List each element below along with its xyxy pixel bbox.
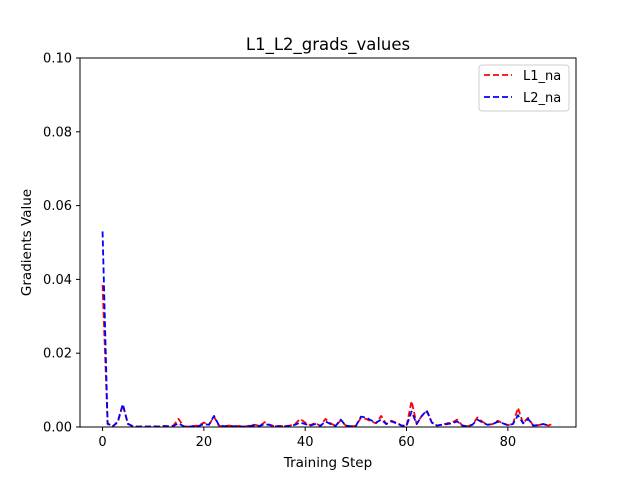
data-point-l2-na — [411, 411, 413, 413]
data-point-l2-na — [502, 422, 504, 424]
data-point-l2-na — [218, 425, 220, 427]
data-point-l2-na — [497, 421, 499, 423]
x-axis: 0 20 40 60 80 — [98, 427, 516, 450]
x-tick-label: 20 — [196, 435, 213, 450]
data-point-l2-na — [477, 419, 479, 421]
data-point-l1-na — [380, 415, 382, 417]
data-point-l1-na — [456, 419, 458, 421]
data-point-l2-na — [547, 425, 549, 427]
data-point-l2-na — [127, 423, 129, 425]
plot-frame — [79, 57, 577, 428]
y-tick-label: 0.00 — [43, 421, 72, 436]
data-point-l2-na — [370, 419, 372, 421]
data-point-l2-na — [122, 403, 124, 405]
data-point-l2-na — [365, 417, 367, 419]
y-tick-label: 0.04 — [43, 273, 72, 288]
data-point-l2-na — [314, 423, 316, 425]
data-point-l2-na — [446, 423, 448, 425]
data-point-l2-na — [482, 422, 484, 424]
legend-box — [478, 64, 570, 112]
y-tick-label: 0.06 — [43, 199, 72, 214]
data-point-l2-na — [375, 422, 377, 424]
data-point-l2-na — [492, 423, 494, 425]
chart-title: L1_L2_grads_values — [246, 35, 410, 55]
data-point-l2-na — [436, 425, 438, 427]
data-point-l2-na — [426, 409, 428, 411]
y-tick-label: 0.02 — [43, 347, 72, 362]
data-point-l2-na — [309, 425, 311, 427]
data-point-l2-na — [294, 424, 296, 426]
data-point-l2-na — [117, 421, 119, 423]
data-point-l2-na — [340, 419, 342, 421]
data-point-l2-na — [325, 421, 327, 423]
data-point-l2-na — [360, 416, 362, 418]
data-point-l2-na — [299, 422, 301, 424]
data-point-l2-na — [269, 424, 271, 426]
data-point-l2-na — [390, 421, 392, 423]
data-point-l2-na — [487, 424, 489, 426]
x-tick-label: 40 — [297, 435, 314, 450]
data-point-l1-na — [517, 407, 519, 409]
data-point-l2-na — [401, 425, 403, 427]
data-point-l1-na — [411, 400, 413, 402]
data-point-l2-na — [304, 423, 306, 425]
data-point-l2-na — [517, 414, 519, 416]
data-point-l1-na — [325, 418, 327, 420]
data-point-l2-na — [471, 424, 473, 426]
data-point-l2-na — [441, 424, 443, 426]
y-axis-label: Gradients Value — [19, 189, 35, 296]
data-point-l2-na — [431, 422, 433, 424]
legend-label-l2: L2_na — [523, 91, 561, 106]
data-point-l2-na — [456, 421, 458, 423]
data-point-l1-na — [264, 421, 266, 423]
data-point-l2-na — [254, 425, 256, 427]
data-point-l2-na — [512, 423, 514, 425]
data-point-l2-na — [178, 422, 180, 424]
data-point-l2-na — [522, 422, 524, 424]
data-point-l2-na — [461, 425, 463, 427]
data-point-l1-na — [477, 417, 479, 419]
data-point-l2-na — [542, 423, 544, 425]
data-point-l2-na — [330, 423, 332, 425]
x-tick-label: 0 — [98, 435, 106, 450]
y-axis: 0.00 0.02 0.04 0.06 0.08 0.10 — [43, 52, 80, 436]
x-axis-label: Training Step — [283, 455, 372, 471]
data-point-l1-na — [299, 418, 301, 420]
data-point-l2-na — [203, 423, 205, 425]
data-point-l1-na — [178, 418, 180, 420]
data-point-l2-na — [451, 422, 453, 424]
data-point-l2-na — [102, 231, 104, 233]
x-tick-label: 60 — [398, 435, 415, 450]
data-point-l2-na — [537, 424, 539, 426]
data-point-l2-na — [107, 422, 109, 424]
legend: L1_na L2_na — [478, 64, 570, 112]
data-point-l2-na — [380, 419, 382, 421]
data-point-l2-na — [208, 424, 210, 426]
legend-label-l1: L1_na — [523, 69, 561, 84]
data-point-l2-na — [416, 423, 418, 425]
series-line-l2-na — [101, 231, 549, 428]
data-point-l1-na — [553, 422, 555, 424]
data-point-l2-na — [345, 425, 347, 427]
x-tick-label: 80 — [500, 435, 517, 450]
y-tick-label: 0.08 — [43, 125, 72, 140]
data-point-l2-na — [507, 424, 509, 426]
data-point-l2-na — [532, 425, 534, 427]
data-point-l2-na — [264, 423, 266, 425]
data-point-l2-na — [396, 422, 398, 424]
data-point-l2-na — [385, 423, 387, 425]
data-point-l2-na — [421, 415, 423, 417]
data-point-l2-na — [527, 418, 529, 420]
data-point-l2-na — [213, 415, 215, 417]
plot-series — [101, 231, 555, 428]
y-tick-label: 0.10 — [43, 52, 72, 67]
